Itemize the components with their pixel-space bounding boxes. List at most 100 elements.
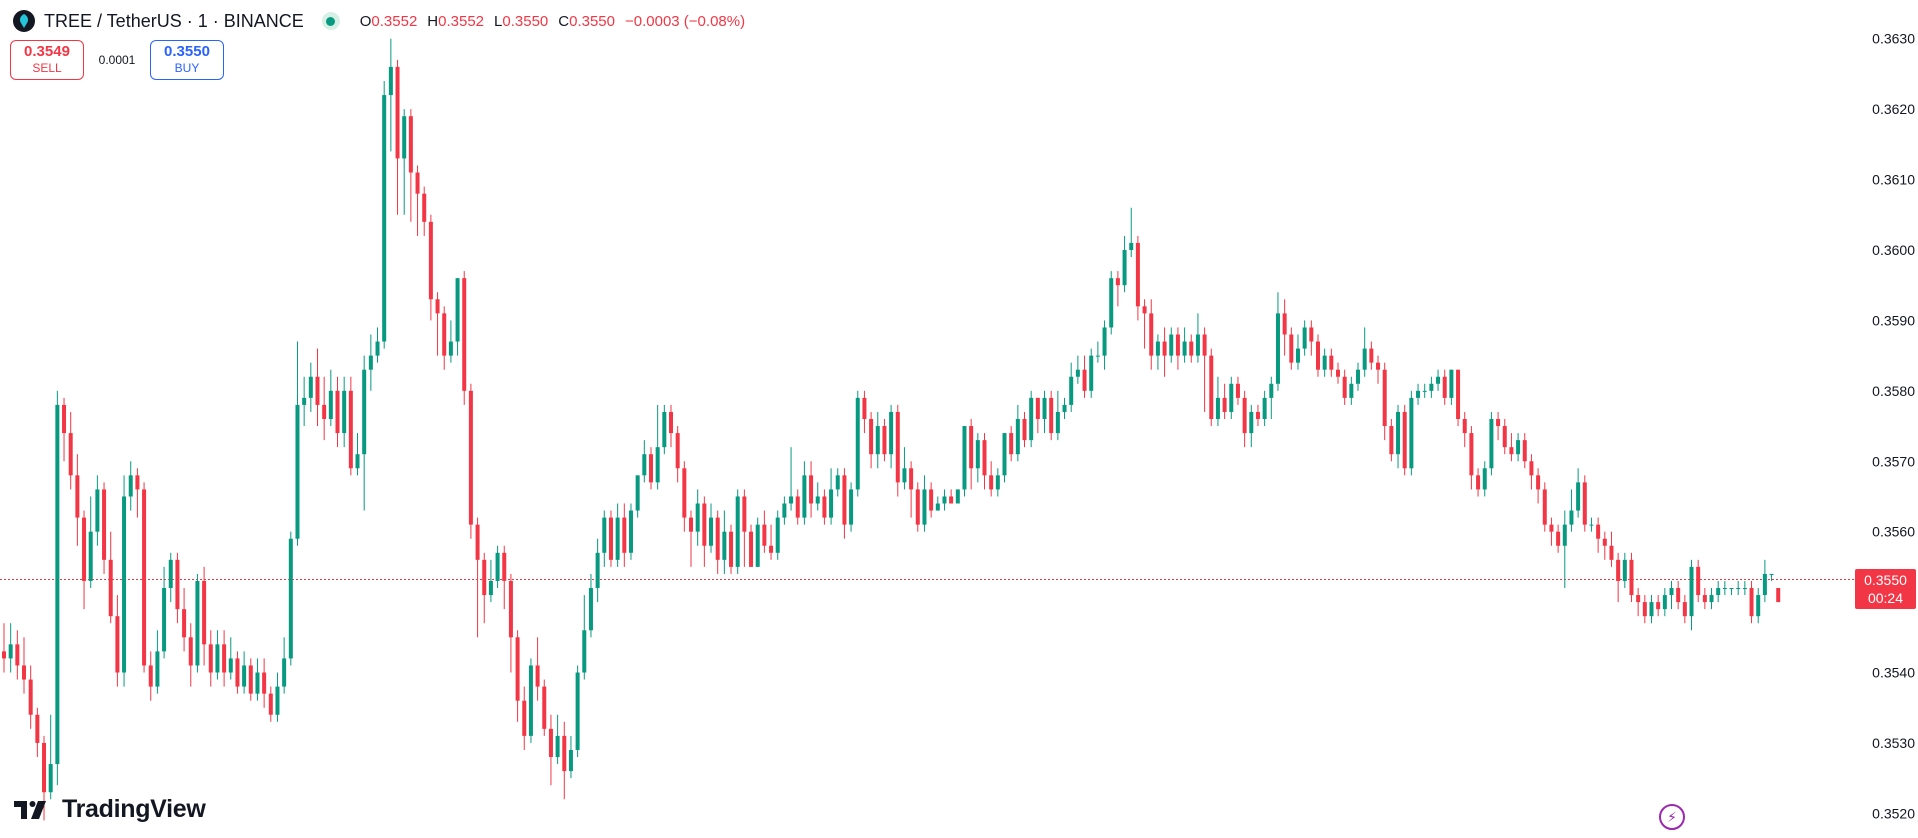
candle-body <box>1229 383 1234 412</box>
candle <box>248 658 253 701</box>
candle <box>1662 588 1667 617</box>
candle-body <box>1089 355 1094 391</box>
candle-body <box>1442 376 1447 398</box>
candle <box>1616 552 1621 603</box>
candle <box>1149 299 1154 370</box>
candle <box>275 672 280 722</box>
candle-body <box>995 475 1000 490</box>
candle-body <box>315 376 320 405</box>
candle-body <box>102 489 107 560</box>
candle-body <box>1476 475 1481 490</box>
candle-body <box>802 475 807 518</box>
trade-panel: 0.3549 SELL 0.0001 0.3550 BUY <box>10 40 224 80</box>
candle-body <box>642 454 647 476</box>
candle-body <box>1289 334 1294 363</box>
candle <box>515 630 520 722</box>
candle <box>62 397 67 462</box>
candle-body <box>548 728 553 758</box>
candle-body <box>82 517 87 581</box>
candle-body <box>542 686 547 729</box>
candle-body <box>8 644 13 659</box>
candle-body <box>1562 524 1567 546</box>
candle-body <box>488 580 493 596</box>
candle <box>1269 376 1274 419</box>
candle-body <box>382 95 387 342</box>
candle-body <box>755 524 760 567</box>
price-axis[interactable]: 0.3630 0.3620 0.3610 0.3600 0.3590 0.3580 0.35… <box>1872 31 1915 822</box>
candle-body <box>462 278 467 391</box>
candle <box>462 271 467 405</box>
candle <box>1162 327 1167 377</box>
candle-body <box>62 404 67 434</box>
candle-body <box>1549 524 1554 532</box>
candle-body <box>1596 524 1601 539</box>
candle <box>255 658 260 701</box>
candle <box>1122 235 1127 293</box>
candle <box>375 327 380 363</box>
candle-body <box>1709 595 1714 603</box>
candle-body <box>228 658 233 673</box>
candle <box>1676 580 1681 610</box>
symbol-title[interactable]: TREE / TetherUS · 1 · BINANCE <box>44 10 304 31</box>
candle <box>28 665 33 729</box>
candle <box>1582 475 1587 532</box>
candle <box>1696 559 1701 603</box>
candle <box>935 496 940 511</box>
candle <box>548 714 553 786</box>
candle <box>1055 390 1060 441</box>
sell-button[interactable]: 0.3549 SELL <box>10 40 84 80</box>
candle <box>115 595 120 687</box>
candle <box>1549 517 1554 546</box>
candle-body <box>622 517 627 553</box>
candle <box>395 59 400 215</box>
candle <box>1255 404 1260 427</box>
buy-button[interactable]: 0.3550 BUY <box>150 40 224 80</box>
tradingview-logo[interactable]: TradingView <box>14 795 206 824</box>
sell-price: 0.3549 <box>24 43 70 60</box>
candle-body <box>122 496 127 673</box>
candle-body <box>115 616 120 673</box>
candle <box>428 214 433 321</box>
candle-body <box>515 637 520 701</box>
candle <box>1109 271 1114 335</box>
candle-body <box>1029 397 1034 441</box>
candle <box>1015 404 1020 462</box>
candle <box>362 355 367 511</box>
candle <box>1182 327 1187 363</box>
candle-body <box>1482 468 1487 490</box>
candle <box>1689 559 1694 631</box>
candle <box>1049 390 1054 441</box>
candle-body <box>1175 334 1180 356</box>
candle-body <box>1662 595 1667 610</box>
candle <box>102 482 107 574</box>
candle-body <box>355 454 360 469</box>
candle-body <box>1315 341 1320 370</box>
candle-body <box>982 440 987 476</box>
candle <box>1082 355 1087 398</box>
candle <box>202 566 207 666</box>
candle-body <box>1629 559 1634 596</box>
candle-body <box>962 426 967 490</box>
candle-body <box>1756 595 1761 617</box>
candle-body <box>342 390 347 434</box>
candle-body <box>675 433 680 469</box>
candle <box>168 552 173 603</box>
candle-body <box>555 735 560 758</box>
candle-body <box>1716 588 1721 596</box>
candle <box>1342 369 1347 405</box>
candle-body <box>162 588 167 652</box>
candle-body <box>1682 602 1687 617</box>
candle <box>8 623 13 673</box>
candle <box>502 545 507 610</box>
candle-body <box>568 749 573 772</box>
candle-body <box>1149 313 1154 356</box>
candle-body <box>575 672 580 750</box>
candle-body <box>215 644 220 673</box>
lightning-icon[interactable]: ⚡ <box>1659 804 1685 830</box>
ohlc-values: O0.3552 H0.3552 L0.3550 C0.3550 −0.0003 … <box>360 13 745 30</box>
candle-body <box>395 66 400 159</box>
price-tick-label: 0.3630 <box>1872 31 1915 47</box>
candle <box>1289 327 1294 370</box>
candle-body <box>889 411 894 455</box>
